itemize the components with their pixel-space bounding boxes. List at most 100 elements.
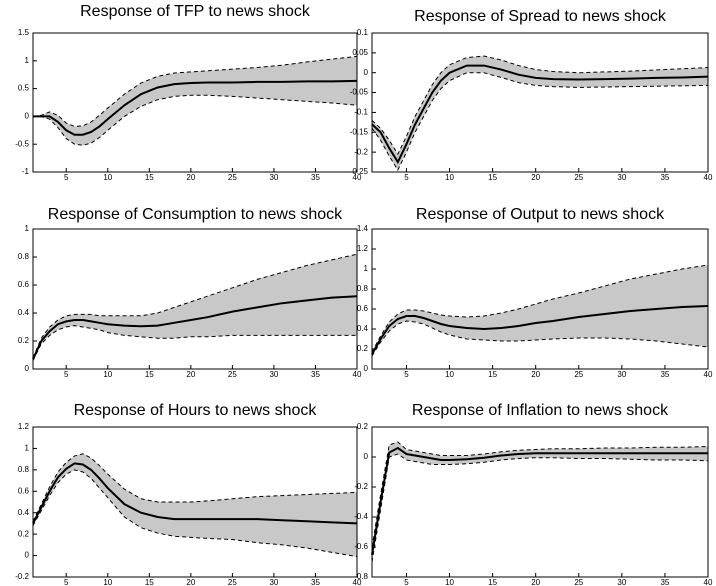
- x-tick-label: 40: [704, 173, 713, 182]
- x-tick-label: 20: [531, 578, 540, 586]
- x-tick-label: 35: [660, 173, 669, 182]
- x-tick-label: 20: [186, 173, 195, 182]
- y-tick-label: 1.2: [357, 244, 369, 253]
- x-tick-label: 25: [574, 370, 583, 379]
- y-tick-label: 0.2: [357, 422, 369, 431]
- band-upper: [371, 264, 709, 353]
- y-tick-label: 0.5: [18, 84, 30, 93]
- x-tick-label: 20: [186, 578, 195, 586]
- chart-title: Response of Spread to news shock: [414, 8, 667, 25]
- confidence-band: [372, 265, 708, 356]
- y-tick-label: 0.4: [18, 308, 30, 317]
- chart-title: Response of TFP to news shock: [80, 3, 311, 20]
- y-tick-label: 0.2: [18, 336, 30, 345]
- x-tick-label: 35: [311, 578, 320, 586]
- plot-frame: [371, 426, 709, 578]
- y-tick-label: 1.4: [357, 224, 369, 233]
- y-tick-label: -0.2: [354, 482, 368, 491]
- x-tick-label: 5: [404, 173, 409, 182]
- response-line: [33, 79, 358, 136]
- band-lower: [32, 469, 358, 558]
- y-tick-label: -0.15: [350, 127, 369, 136]
- x-tick-label: 40: [704, 578, 713, 586]
- y-tick-label: 0.8: [18, 465, 30, 474]
- band-upper: [32, 453, 358, 522]
- band-lower: [371, 72, 709, 172]
- x-tick-label: 40: [704, 370, 713, 379]
- band-lower: [32, 325, 357, 361]
- band-lower: [33, 94, 358, 146]
- y-tick-label: -0.4: [354, 512, 368, 521]
- y-tick-label: 0.2: [18, 529, 30, 538]
- y-tick-label: 0.6: [18, 280, 30, 289]
- plot-frame: [32, 32, 358, 173]
- x-tick-label: 40: [353, 173, 362, 182]
- x-tick-label: 25: [228, 578, 237, 586]
- x-tick-label: 15: [488, 370, 497, 379]
- x-tick-label: 25: [574, 173, 583, 182]
- y-tick-label: 1.5: [18, 28, 30, 37]
- confidence-band: [33, 254, 357, 361]
- x-tick-label: 40: [353, 370, 362, 379]
- x-tick-label: 5: [64, 578, 69, 586]
- band-upper: [32, 253, 358, 358]
- x-tick-label: 35: [660, 578, 669, 586]
- x-tick-label: 25: [228, 173, 237, 182]
- y-tick-label: -0.1: [354, 108, 368, 117]
- confidence-band: [372, 442, 708, 562]
- plot-frame: [32, 228, 358, 370]
- x-tick-label: 30: [269, 370, 278, 379]
- x-tick-label: 15: [145, 173, 154, 182]
- band-upper: [371, 55, 709, 156]
- x-tick-label: 10: [103, 173, 112, 182]
- y-tick-label: 0: [364, 364, 369, 373]
- y-tick-label: 1: [25, 444, 30, 453]
- x-tick-label: 10: [445, 173, 454, 182]
- x-tick-label: 20: [531, 173, 540, 182]
- y-tick-label: 0.6: [357, 304, 369, 313]
- response-line: [371, 446, 708, 555]
- x-tick-label: 10: [103, 370, 112, 379]
- y-tick-label: 0.1: [357, 28, 369, 37]
- x-tick-label: 35: [660, 370, 669, 379]
- y-tick-label: -0.25: [350, 167, 369, 176]
- y-tick-label: 0: [25, 112, 30, 121]
- y-tick-label: -0.2: [354, 147, 368, 156]
- y-tick-label: 0.4: [357, 324, 369, 333]
- confidence-band: [372, 56, 708, 171]
- x-tick-label: 25: [228, 370, 237, 379]
- y-tick-label: -0.5: [15, 139, 29, 148]
- band-upper: [32, 55, 358, 127]
- x-tick-label: 30: [269, 173, 278, 182]
- x-tick-label: 10: [103, 578, 112, 586]
- band-lower: [371, 320, 709, 357]
- chart-title: Response of Hours to news shock: [74, 402, 318, 419]
- y-tick-label: -0.2: [15, 572, 29, 581]
- x-tick-label: 5: [64, 370, 69, 379]
- x-tick-label: 20: [186, 370, 195, 379]
- y-tick-label: 1: [25, 56, 30, 65]
- y-tick-label: -0.8: [354, 572, 368, 581]
- chart-title: Response of Consumption to news shock: [48, 206, 343, 223]
- chart-title: Response of Inflation to news shock: [412, 402, 669, 419]
- x-tick-label: 25: [574, 578, 583, 586]
- y-tick-label: 0.2: [357, 344, 369, 353]
- response-line: [371, 64, 709, 165]
- x-tick-label: 20: [531, 370, 540, 379]
- y-tick-label: 0.05: [352, 48, 368, 57]
- x-tick-label: 30: [269, 578, 278, 586]
- chart-title: Response of Output to news shock: [416, 206, 665, 223]
- x-tick-label: 15: [488, 578, 497, 586]
- x-tick-label: 5: [404, 370, 409, 379]
- x-tick-label: 5: [64, 173, 69, 182]
- plot-frame: [371, 32, 709, 173]
- x-tick-label: 15: [145, 578, 154, 586]
- x-tick-label: 40: [353, 578, 362, 586]
- y-tick-label: 0: [25, 364, 30, 373]
- y-tick-label: 1: [364, 264, 369, 273]
- x-tick-label: 15: [145, 370, 154, 379]
- confidence-band: [33, 56, 357, 146]
- y-tick-label: 0: [364, 68, 369, 77]
- x-tick-label: 15: [488, 173, 497, 182]
